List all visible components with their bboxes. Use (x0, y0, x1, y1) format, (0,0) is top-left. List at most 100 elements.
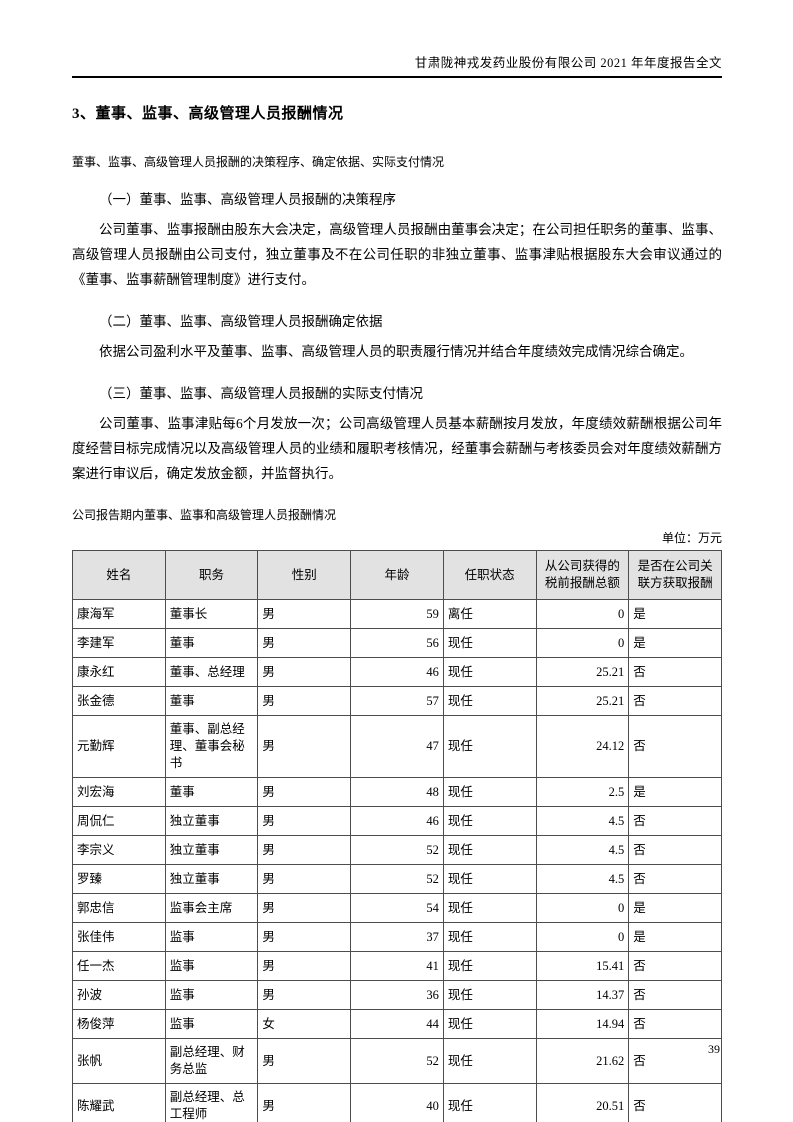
table-cell: 否 (628, 657, 722, 687)
table-cell: 监事会主席 (164, 893, 259, 923)
table-cell: 现任 (442, 1009, 537, 1039)
table-cell: 李宗义 (72, 835, 166, 865)
table-cell: 男 (257, 864, 352, 894)
table-cell: 周侃仁 (72, 806, 166, 836)
table-cell: 现任 (442, 686, 537, 716)
table-cell: 独立董事 (164, 806, 259, 836)
subsection-1-title: （一）董事、监事、高级管理人员报酬的决策程序 (99, 192, 396, 207)
table-cell: 现任 (442, 835, 537, 865)
table-cell: 否 (628, 715, 722, 778)
table-cell: 监事 (164, 951, 259, 981)
table-cell: 否 (628, 1083, 722, 1122)
table-row: 康永红 董事、总经理男 46 现任 25.21 否 (72, 657, 722, 687)
table-cell: 现任 (442, 1083, 537, 1122)
table-cell: 康海军 (72, 599, 166, 629)
document-header: 甘肃陇神戎发药业股份有限公司 2021 年年度报告全文 (72, 0, 722, 78)
table-header-cell: 年龄 (350, 550, 444, 600)
table-cell: 否 (628, 1038, 722, 1084)
compensation-table-body: 康海军 董事长男 59 离任 0 是李建军 董事男 56 现任 0 是康永红 董事、总经理男 46 现任 2… (72, 599, 722, 1122)
table-cell: 41 (350, 951, 444, 981)
table-cell: 男 (257, 715, 352, 778)
table-cell: 康永红 (72, 657, 166, 687)
table-cell: 男 (257, 922, 352, 952)
table-cell: 54 (350, 893, 444, 923)
table-row: 杨俊萍 监事女 44 现任 14.94 否 (72, 1009, 722, 1039)
table-header-cell: 任职状态 (442, 550, 537, 600)
table-cell: 24.12 (535, 715, 630, 778)
table-cell: 男 (257, 1083, 352, 1122)
table-cell: 李建军 (72, 628, 166, 658)
table-cell: 监事 (164, 922, 259, 952)
table-cell: 刘宏海 (72, 777, 166, 807)
table-cell: 14.37 (535, 980, 630, 1010)
table-header-cell: 职务 (164, 550, 259, 600)
table-cell: 0 (535, 893, 630, 923)
table-cell: 男 (257, 835, 352, 865)
table-cell: 14.94 (535, 1009, 630, 1039)
table-cell: 56 (350, 628, 444, 658)
table-cell: 男 (257, 599, 352, 629)
table-cell: 现任 (442, 806, 537, 836)
table-row: 李宗义 独立董事男 52 现任 4.5 否 (72, 835, 722, 865)
table-cell: 否 (628, 951, 722, 981)
subsection-3-body: 公司董事、监事津贴每6个月发放一次；公司高级管理人员基本薪酬按月发放，年度绩效薪… (72, 416, 722, 481)
table-cell: 37 (350, 922, 444, 952)
table-header-cell: 姓名 (72, 550, 166, 600)
unit-label: 单位：万元 (661, 531, 722, 545)
table-cell: 2.5 (535, 777, 630, 807)
table-cell: 男 (257, 777, 352, 807)
table-cell: 否 (628, 686, 722, 716)
table-cell: 副总经理、总工程师 (164, 1083, 259, 1122)
table-cell: 张金德 (72, 686, 166, 716)
table-cell: 57 (350, 686, 444, 716)
table-cell: 男 (257, 951, 352, 981)
table-header-cell: 从公司获得的税前报酬总额 (535, 550, 630, 600)
table-cell: 否 (628, 864, 722, 894)
table-cell: 46 (350, 657, 444, 687)
table-cell: 董事 (164, 686, 259, 716)
table-cell: 张佳伟 (72, 922, 166, 952)
table-cell: 0 (535, 922, 630, 952)
section-title: 3、董事、监事、高级管理人员报酬情况 (72, 106, 344, 122)
section-intro: 董事、监事、高级管理人员报酬的决策程序、确定依据、实际支付情况 (72, 155, 445, 169)
table-cell: 现任 (442, 980, 537, 1010)
table-cell: 是 (628, 893, 722, 923)
table-cell: 25.21 (535, 686, 630, 716)
table-cell: 现任 (442, 864, 537, 894)
table-cell: 男 (257, 1038, 352, 1084)
table-cell: 是 (628, 628, 722, 658)
table-cell: 男 (257, 657, 352, 687)
table-row: 张帆 副总经理、财务总监男 52 现任 21.62 否 (72, 1038, 722, 1084)
table-cell: 郭忠信 (72, 893, 166, 923)
table-cell: 是 (628, 599, 722, 629)
subsection-2-title: （二）董事、监事、高级管理人员报酬确定依据 (99, 314, 383, 329)
table-cell: 36 (350, 980, 444, 1010)
table-cell: 44 (350, 1009, 444, 1039)
subsection-1-body: 公司董事、监事报酬由股东大会决定，高级管理人员报酬由董事会决定；在公司担任职务的… (72, 222, 722, 287)
table-cell: 独立董事 (164, 835, 259, 865)
table-cell: 21.62 (535, 1038, 630, 1084)
subsection-2-body: 依据公司盈利水平及董事、监事、高级管理人员的职责履行情况并结合年度绩效完成情况综… (99, 344, 693, 359)
table-cell: 否 (628, 980, 722, 1010)
table-cell: 52 (350, 864, 444, 894)
table-row: 李建军 董事男 56 现任 0 是 (72, 628, 722, 658)
table-cell: 现任 (442, 922, 537, 952)
table-cell: 4.5 (535, 864, 630, 894)
table-row: 康海军 董事长男 59 离任 0 是 (72, 599, 722, 629)
table-cell: 现任 (442, 951, 537, 981)
table-row: 元勤辉 董事、副总经理、董事会秘书男 47 现任 24.12 否 (72, 715, 722, 778)
table-cell: 现任 (442, 1038, 537, 1084)
table-cell: 现任 (442, 893, 537, 923)
subsection-3-title: （三）董事、监事、高级管理人员报酬的实际支付情况 (99, 386, 423, 401)
table-cell: 独立董事 (164, 864, 259, 894)
table-cell: 现任 (442, 715, 537, 778)
table-caption: 公司报告期内董事、监事和高级管理人员报酬情况 (72, 508, 337, 522)
table-row: 周侃仁 独立董事男 46 现任 4.5 否 (72, 806, 722, 836)
table-cell: 董事 (164, 628, 259, 658)
compensation-table: 姓名 职务 性别 年龄 任职状态 从公司获得的税前报酬总额 是否在公司关联方获取报酬 康海军… (72, 550, 722, 1122)
table-row: 张佳伟 监事男 37 现任 0 是 (72, 922, 722, 952)
table-cell: 59 (350, 599, 444, 629)
table-cell: 董事、总经理 (164, 657, 259, 687)
page-number: 39 (708, 1042, 720, 1056)
